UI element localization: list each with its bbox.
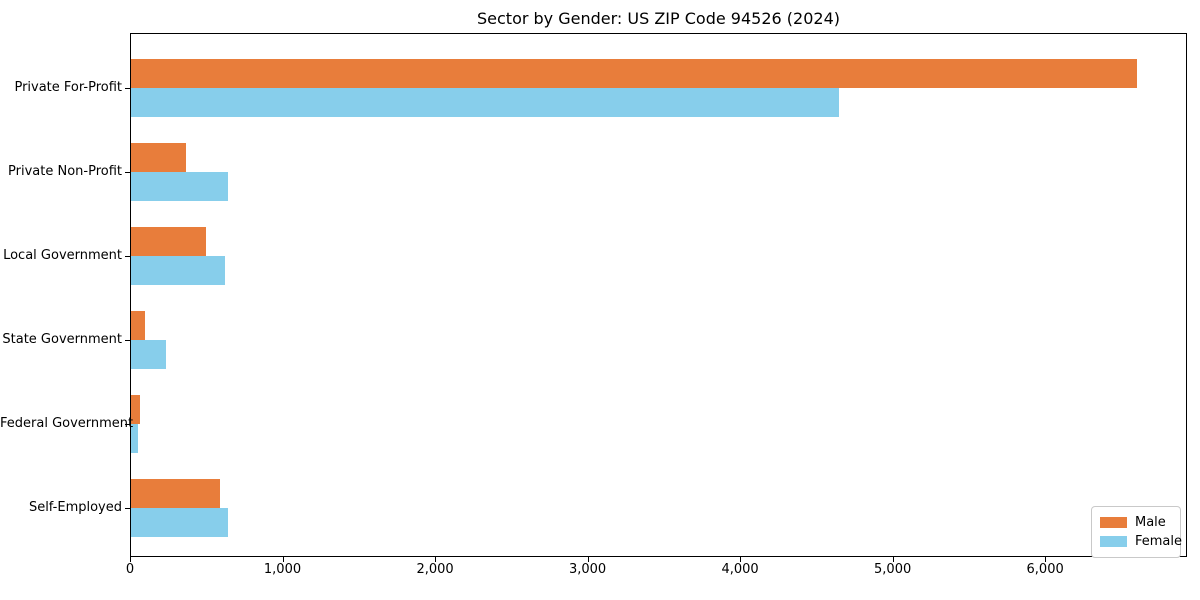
bar-male-state-government [130, 311, 146, 340]
legend-entry-female: Female [1100, 532, 1182, 551]
chart-title: Sector by Gender: US ZIP Code 94526 (202… [477, 9, 840, 28]
bar-male-private-for-profit [130, 59, 1137, 88]
y-tick-mark [125, 340, 130, 341]
x-tick-mark [892, 557, 894, 562]
bar-female-private-non-profit [130, 172, 229, 201]
bar-female-state-government [130, 340, 166, 369]
legend-swatch-male [1100, 517, 1127, 528]
legend-swatch-female [1100, 536, 1127, 547]
x-tick-label-6000: 6,000 [1026, 562, 1064, 577]
y-tick-mark [125, 172, 130, 173]
bar-male-local-government [130, 227, 207, 256]
x-tick-label-0: 0 [125, 562, 135, 577]
bar-male-federal-government [130, 395, 140, 424]
y-tick-label-private-non-profit: Private Non-Profit [8, 164, 122, 179]
x-tick-mark [130, 557, 131, 562]
bar-female-federal-government [130, 424, 138, 453]
bar-female-local-government [130, 256, 225, 285]
x-tick-mark [587, 557, 589, 562]
y-tick-label-federal-government: Federal Government [0, 416, 134, 431]
x-tick-mark [282, 557, 284, 562]
y-tick-label-self-employed: Self-Employed [28, 500, 122, 515]
y-tick-label-local-government: Local Government [3, 248, 122, 263]
y-tick-mark [125, 508, 130, 509]
x-tick-label-4000: 4,000 [721, 562, 759, 577]
x-tick-label-2000: 2,000 [416, 562, 454, 577]
x-tick-label-5000: 5,000 [874, 562, 912, 577]
y-tick-label-state-government: State Government [2, 332, 122, 347]
legend: Male Female [1091, 506, 1182, 558]
legend-entry-male: Male [1100, 513, 1171, 532]
y-tick-mark [125, 256, 130, 257]
x-tick-label-3000: 3,000 [568, 562, 607, 577]
x-tick-label-1000: 1,000 [263, 562, 302, 577]
y-tick-label-private-for-profit: Private For-Profit [14, 80, 122, 95]
bar-female-self-employed [130, 508, 228, 537]
y-tick-mark [125, 424, 130, 425]
bar-male-self-employed [130, 479, 220, 508]
x-tick-mark [740, 557, 742, 562]
y-tick-mark [125, 88, 130, 89]
legend-label-female: Female [1135, 534, 1183, 549]
bar-female-private-for-profit [130, 88, 840, 117]
bar-male-private-non-profit [130, 143, 187, 172]
x-tick-mark [1045, 557, 1047, 562]
legend-label-male: Male [1135, 515, 1166, 530]
x-tick-mark [435, 557, 437, 562]
